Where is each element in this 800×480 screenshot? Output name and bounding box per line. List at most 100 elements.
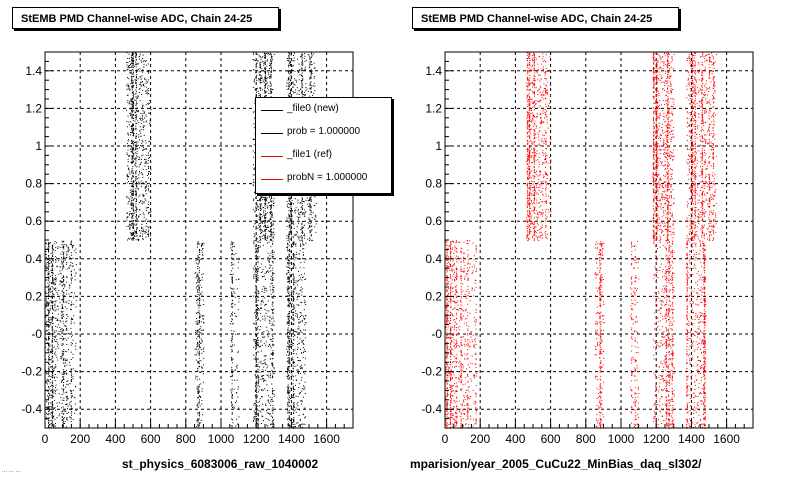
- data-point: [62, 293, 64, 295]
- data-point: [259, 229, 261, 231]
- data-point: [231, 367, 233, 369]
- data-point: [256, 351, 257, 353]
- data-point: [255, 396, 257, 398]
- data-point: [132, 129, 134, 131]
- data-point: [45, 292, 47, 294]
- data-point: [62, 406, 64, 408]
- data-point: [260, 67, 262, 69]
- data-point: [70, 395, 72, 397]
- data-point: [262, 409, 264, 411]
- data-point: [271, 212, 273, 214]
- data-point: [231, 306, 233, 308]
- data-point: [257, 382, 259, 384]
- data-point: [272, 312, 274, 314]
- data-point: [269, 259, 271, 261]
- data-point: [49, 275, 51, 277]
- data-point: [304, 212, 306, 214]
- data-point: [51, 262, 53, 264]
- data-point: [289, 203, 290, 205]
- data-point: [134, 65, 135, 67]
- data-point: [132, 173, 134, 175]
- data-point: [301, 214, 303, 216]
- data-point: [133, 71, 134, 73]
- data-point: [264, 62, 266, 64]
- data-point: [264, 72, 266, 74]
- data-point: [197, 255, 199, 257]
- data-point: [255, 345, 257, 347]
- data-point: [233, 388, 235, 390]
- data-point: [61, 260, 63, 262]
- data-point: [265, 199, 267, 200]
- data-point: [135, 230, 137, 232]
- data-point: [50, 242, 52, 244]
- data-point: [53, 346, 55, 348]
- data-point: [198, 259, 200, 261]
- data-point: [53, 282, 54, 284]
- data-point: [133, 175, 135, 177]
- data-point: [145, 232, 147, 233]
- data-point: [255, 228, 257, 230]
- data-point: [135, 170, 137, 172]
- data-point: [143, 60, 145, 62]
- data-point: [301, 222, 303, 224]
- data-point: [201, 257, 203, 259]
- data-point: [257, 319, 258, 321]
- data-point: [72, 265, 74, 267]
- data-point: [128, 214, 130, 215]
- data-point: [139, 170, 140, 172]
- data-point: [300, 88, 302, 90]
- data-point: [52, 249, 54, 251]
- data-point: [199, 313, 201, 315]
- data-point: [231, 341, 233, 343]
- data-point: [198, 334, 200, 336]
- data-point: [126, 174, 128, 176]
- data-point: [254, 385, 256, 387]
- data-point: [257, 268, 259, 270]
- data-point: [253, 110, 255, 112]
- data-point: [51, 252, 53, 254]
- data-point: [288, 83, 290, 85]
- data-point: [55, 259, 56, 261]
- data-point: [288, 52, 290, 54]
- data-point: [234, 313, 235, 314]
- data-point: [199, 378, 201, 380]
- data-point: [56, 402, 58, 404]
- data-point: [56, 242, 57, 244]
- data-point: [272, 352, 274, 354]
- data-point: [255, 328, 257, 330]
- data-point: [56, 417, 58, 419]
- data-point: [252, 323, 254, 325]
- data-point: [139, 53, 141, 55]
- data-point: [197, 413, 199, 415]
- data-point: [49, 242, 50, 244]
- data-point: [268, 319, 270, 321]
- data-point: [195, 320, 197, 322]
- data-point: [48, 357, 50, 359]
- data-point: [259, 246, 261, 248]
- data-point: [132, 119, 134, 121]
- data-point: [51, 401, 53, 403]
- data-point: [147, 226, 149, 228]
- data-point: [148, 167, 149, 169]
- data-point: [255, 264, 257, 266]
- data-point: [271, 318, 272, 320]
- data-point: [135, 52, 137, 54]
- data-point: [60, 381, 62, 383]
- data-point: [46, 349, 48, 351]
- data-point: [271, 197, 273, 199]
- data-point: [272, 370, 274, 372]
- data-point: [74, 279, 76, 281]
- data-point: [135, 181, 137, 183]
- data-point: [255, 344, 257, 346]
- data-point: [257, 289, 259, 291]
- data-point: [146, 81, 148, 83]
- data-point: [71, 411, 73, 413]
- data-point: [272, 412, 273, 414]
- data-point: [254, 412, 256, 414]
- data-point: [133, 75, 135, 77]
- data-point: [133, 96, 135, 98]
- data-point: [69, 284, 70, 286]
- data-point: [303, 226, 305, 228]
- data-point: [135, 103, 137, 105]
- data-point: [270, 276, 272, 278]
